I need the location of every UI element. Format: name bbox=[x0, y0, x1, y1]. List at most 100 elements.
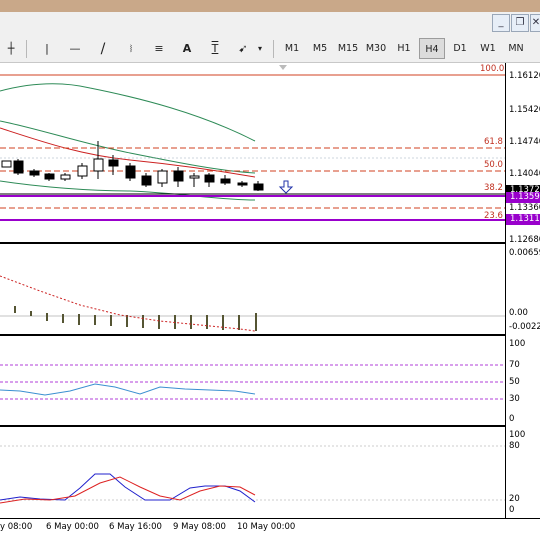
candle-body bbox=[125, 165, 136, 179]
fibonacci-icon[interactable]: ≡ bbox=[154, 42, 164, 55]
price-label: 1.14040 bbox=[509, 169, 540, 179]
rsi-label: 50 bbox=[509, 377, 520, 387]
ma-lower-line bbox=[0, 180, 256, 201]
chart-shift-icon[interactable] bbox=[279, 65, 287, 70]
fibo-label: 23.6 bbox=[484, 211, 503, 221]
timeframe-w1-button[interactable]: W1 bbox=[480, 43, 496, 54]
macd-bar bbox=[78, 314, 80, 325]
text-icon[interactable]: A bbox=[182, 42, 192, 55]
purple-price-box: 1.13117 bbox=[506, 214, 540, 225]
macd-bar bbox=[158, 315, 160, 329]
macd-bar bbox=[94, 315, 96, 325]
macd-label: 0.00 bbox=[509, 308, 528, 318]
drawing-toolbar: ┼ | — / ⧘ ≡ A T ➹ ▾ M1 M5 M15 M30 H1 H4 D1 W1 MN bbox=[0, 36, 540, 63]
chevron-down-icon[interactable]: ▾ bbox=[257, 44, 262, 53]
price-label: 1.16120 bbox=[509, 71, 540, 81]
ma-middle-line bbox=[0, 120, 256, 174]
timeframe-m5-button[interactable]: M5 bbox=[312, 43, 328, 54]
arrows-icon[interactable]: ➹ bbox=[238, 42, 248, 55]
timeframe-m30-button[interactable]: M30 bbox=[365, 43, 387, 54]
horizontal-line-icon[interactable]: — bbox=[69, 42, 81, 55]
stoch-label: 0 bbox=[509, 505, 515, 515]
fibo-label: 61.8 bbox=[484, 137, 503, 147]
toolbar-separator bbox=[273, 40, 274, 58]
candle-body bbox=[189, 175, 200, 179]
time-label: 10 May 00:00 bbox=[237, 522, 296, 532]
candle-body bbox=[29, 170, 40, 176]
timeframe-m15-button[interactable]: M15 bbox=[337, 43, 359, 54]
candle-body bbox=[108, 159, 119, 167]
macd-bar bbox=[110, 315, 112, 326]
candle-body bbox=[141, 175, 152, 186]
time-label: 9 May 08:00 bbox=[173, 522, 226, 532]
stoch-label: 80 bbox=[509, 441, 520, 451]
macd-bar bbox=[255, 313, 257, 331]
macd-histogram bbox=[14, 306, 257, 331]
macd-bar bbox=[206, 315, 208, 329]
macd-bar bbox=[14, 306, 16, 313]
stoch-label: 100 bbox=[509, 430, 526, 440]
rsi-label: 100 bbox=[509, 339, 526, 349]
macd-label: -0.00222 bbox=[509, 322, 540, 332]
down-arrow-icon[interactable] bbox=[278, 180, 294, 194]
ma-upper-line bbox=[0, 83, 256, 142]
macd-bar bbox=[142, 315, 144, 328]
rsi-label: 30 bbox=[509, 394, 520, 404]
toolbar-separator bbox=[26, 40, 27, 58]
vertical-line-icon[interactable]: | bbox=[45, 42, 49, 55]
macd-bar bbox=[62, 314, 64, 323]
candle-body bbox=[1, 160, 12, 168]
minimize-button[interactable]: _ bbox=[492, 14, 510, 32]
time-label: 6 May 00:00 bbox=[46, 522, 99, 532]
candle-body bbox=[253, 183, 264, 191]
stoch-main-line bbox=[0, 473, 256, 503]
stoch-signal-line bbox=[0, 476, 256, 504]
macd-bar bbox=[238, 315, 240, 330]
window-titlebar bbox=[0, 0, 540, 12]
candle-body bbox=[157, 170, 168, 184]
crosshair-icon[interactable]: ┼ bbox=[7, 42, 15, 55]
purple-price-box: 1.13594 bbox=[506, 192, 540, 203]
text-label-icon[interactable]: T bbox=[211, 42, 219, 55]
close-button[interactable]: ✕ bbox=[530, 14, 540, 32]
trendline-icon[interactable]: / bbox=[100, 41, 106, 57]
candle-body bbox=[44, 173, 55, 180]
candle-body bbox=[220, 178, 231, 184]
candle-body bbox=[237, 182, 248, 186]
timeframe-d1-button[interactable]: D1 bbox=[453, 43, 467, 54]
candle-body bbox=[77, 165, 88, 177]
candle-body bbox=[13, 160, 24, 174]
candle-body bbox=[93, 158, 104, 172]
chart-area[interactable]: 100.0 61.8 50.0 38.2 23.6 bbox=[0, 63, 505, 518]
candle-body bbox=[204, 174, 215, 183]
candle-body bbox=[60, 174, 71, 180]
rsi-line bbox=[0, 383, 256, 396]
rsi-label: 70 bbox=[509, 360, 520, 370]
price-label: 1.14740 bbox=[509, 137, 540, 147]
fibo-label: 50.0 bbox=[484, 160, 503, 170]
macd-signal-line bbox=[0, 275, 256, 332]
timeframe-h1-button[interactable]: H1 bbox=[397, 43, 411, 54]
price-label: 1.15420 bbox=[509, 105, 540, 115]
macd-bar bbox=[46, 313, 48, 321]
macd-bar bbox=[126, 315, 128, 327]
price-label: 1.13360 bbox=[509, 203, 540, 213]
timeframe-mn-button[interactable]: MN bbox=[508, 43, 524, 54]
fibo-label: 100.0 bbox=[480, 64, 505, 74]
macd-label: 0.00659 bbox=[509, 248, 540, 258]
time-label: 6 May 16:00 bbox=[109, 522, 162, 532]
timeframe-h4-button[interactable]: H4 bbox=[419, 38, 445, 59]
time-label: y 08:00 bbox=[0, 522, 33, 532]
current-price-box: 1.13724 bbox=[506, 185, 540, 196]
macd-bar bbox=[222, 315, 224, 330]
menu-bar bbox=[0, 12, 540, 37]
rsi-label: 0 bbox=[509, 414, 515, 424]
price-axis[interactable]: 1.16120 1.15420 1.14740 1.14040 1.13724 … bbox=[505, 63, 540, 518]
restore-button[interactable]: ❐ bbox=[511, 14, 529, 32]
fibo-label: 38.2 bbox=[484, 183, 503, 193]
time-axis: y 08:00 6 May 00:00 6 May 16:00 9 May 08… bbox=[0, 518, 540, 547]
channel-icon[interactable]: ⧘ bbox=[129, 42, 133, 55]
timeframe-m1-button[interactable]: M1 bbox=[284, 43, 300, 54]
chart-svg bbox=[0, 65, 505, 504]
